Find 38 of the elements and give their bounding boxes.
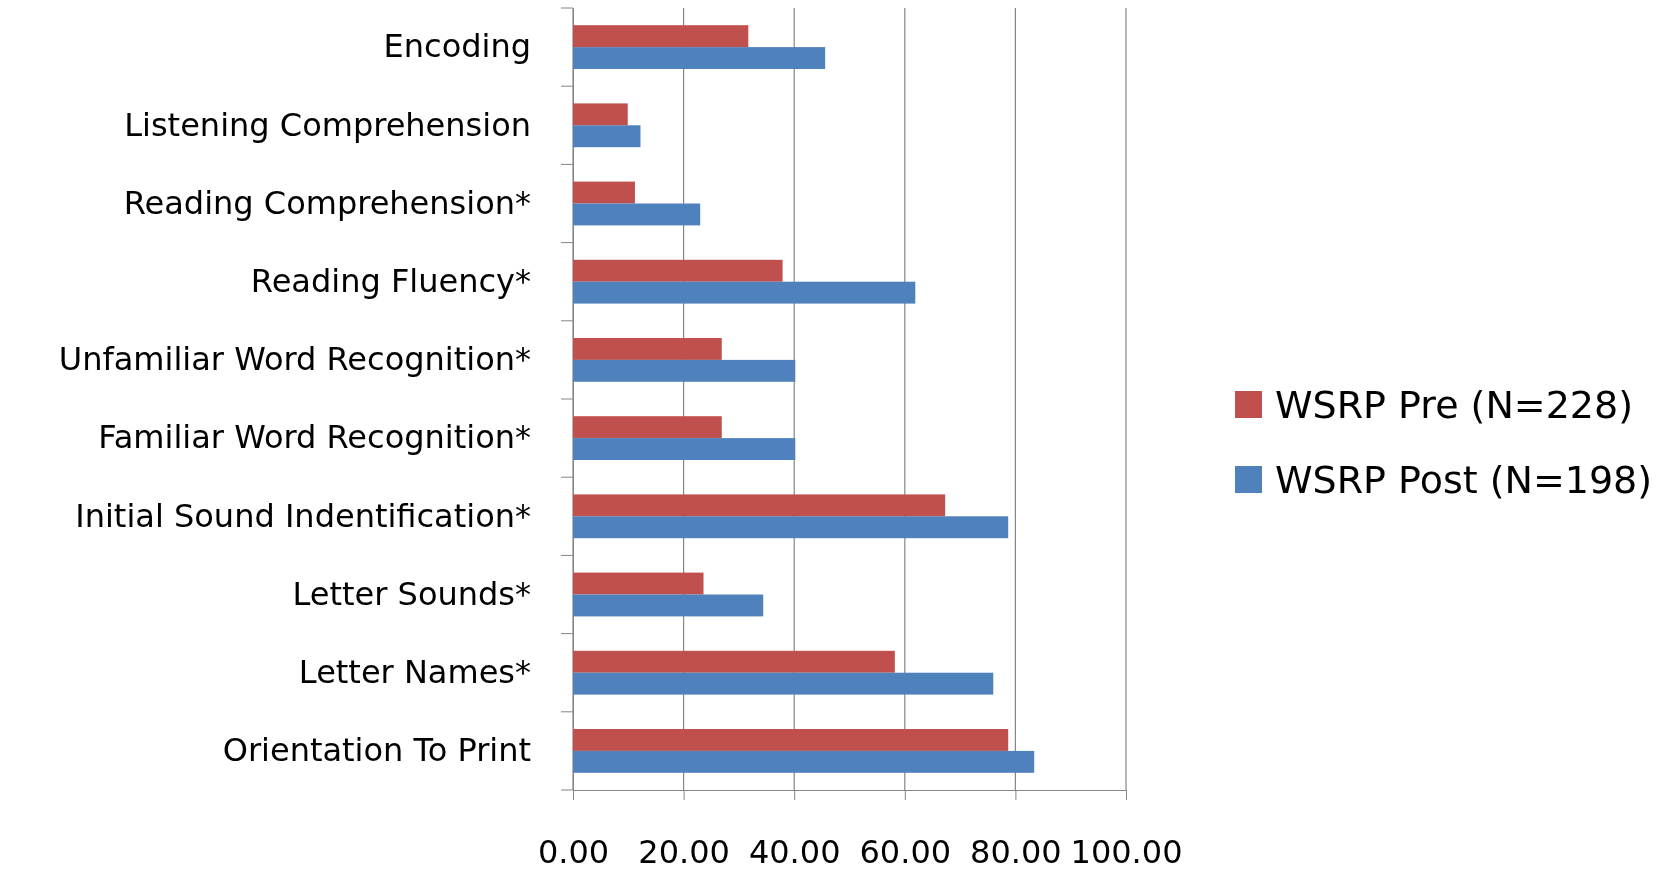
bar: [573, 650, 895, 673]
bar: [573, 103, 628, 126]
bar: [573, 750, 1035, 773]
bar: [573, 259, 783, 282]
bar: [573, 516, 1009, 539]
bar: [573, 438, 796, 460]
y-tick-label: Unfamiliar Word Recognition*: [58, 340, 531, 379]
x-tick-label: 40.00: [748, 832, 841, 871]
bar: [573, 359, 796, 382]
y-tick-label: Reading Fluency*: [250, 261, 531, 300]
y-tick-label: Reading Comprehension*: [123, 183, 531, 222]
x-tick-label: 20.00: [638, 832, 730, 871]
legend-label: WSRP Post (N=198): [1275, 458, 1653, 503]
bar: [573, 47, 826, 69]
bar: [573, 181, 635, 204]
y-tick-label: Listening Comprehension: [124, 105, 531, 144]
bar: [573, 416, 722, 439]
bar: [573, 25, 749, 48]
bar: [573, 281, 916, 304]
y-tick-label: Encoding: [383, 27, 531, 66]
bar: [573, 672, 994, 695]
bar: [573, 338, 722, 360]
x-tick-label: 100.00: [1070, 832, 1183, 871]
bar: [573, 572, 704, 595]
bar: [573, 494, 946, 517]
bar: [573, 203, 701, 226]
y-tick-label: Familiar Word Recognition*: [98, 418, 531, 457]
x-tick-label: 80.00: [970, 832, 1062, 871]
bar: [573, 594, 764, 617]
y-tick-label: Letter Sounds*: [292, 574, 531, 613]
bar: [573, 729, 1009, 751]
x-tick-label: 60.00: [859, 832, 952, 871]
y-tick-label: Initial Sound Indentification*: [75, 496, 531, 535]
y-tick-label: Orientation To Print: [222, 731, 531, 770]
bar: [573, 125, 641, 148]
y-tick-label: Letter Names*: [298, 652, 531, 691]
x-tick-label: 0.00: [537, 832, 610, 871]
legend-label: WSRP Pre (N=228): [1275, 383, 1634, 428]
